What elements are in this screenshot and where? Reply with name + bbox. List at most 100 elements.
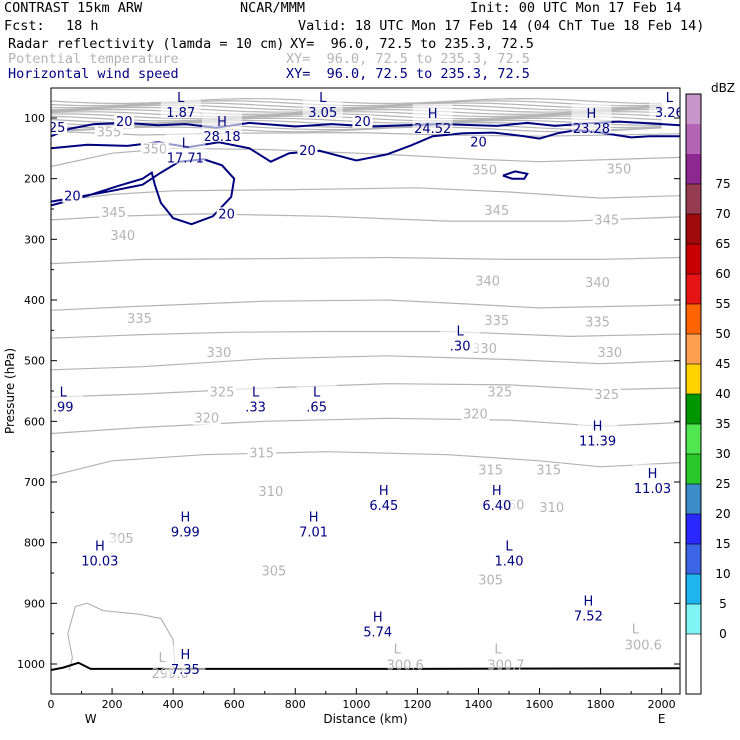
- wind-extremum-value: 3.05: [308, 106, 337, 121]
- wind-extremum-marker: H: [379, 484, 389, 499]
- x-tick-label: 800: [285, 698, 306, 711]
- colorbar-swatch: [686, 214, 701, 244]
- colorbar-swatch: [686, 304, 701, 334]
- theta-contour-upper: [51, 108, 662, 115]
- wind-extremum-value: 7.35: [171, 663, 200, 678]
- wind-label: 20: [299, 144, 316, 159]
- colorbar-label: 30: [715, 447, 730, 461]
- wind-label: 20: [116, 115, 133, 130]
- x-tick-label: 1200: [403, 698, 431, 711]
- theta-label: 330: [597, 346, 622, 361]
- colorbar-swatch: [686, 634, 701, 664]
- colorbar-swatch: [686, 274, 701, 304]
- init-time: Init: 00 UTC Mon 17 Feb 14: [470, 0, 682, 16]
- colorbar-label: 55: [715, 297, 730, 311]
- wind-extremum-marker: H: [309, 510, 319, 525]
- wind-extremum-marker: H: [587, 107, 597, 122]
- wind-contour-20: [51, 158, 236, 226]
- wind-extremum-value: 7.01: [299, 525, 328, 540]
- colorbar-label: 40: [715, 387, 730, 401]
- theta-contour-335: [51, 256, 680, 265]
- forecast-hours: 18 h: [66, 18, 99, 34]
- wind-extremum-value: 3.26: [655, 106, 684, 121]
- theta-contour-upper: [51, 98, 662, 105]
- theta-label: 325: [594, 388, 619, 403]
- theta-label: 350: [472, 164, 497, 179]
- wind-label: 20: [354, 115, 371, 130]
- y-tick-label: 800: [24, 537, 45, 550]
- theta-label: 345: [101, 206, 126, 221]
- theta-extremum-marker: L: [494, 643, 502, 658]
- colorbar-swatch: [686, 334, 701, 364]
- theta-contour-355: [51, 130, 680, 137]
- theta-label: 350: [607, 162, 632, 177]
- theta-label: 340: [475, 275, 500, 290]
- wind-extremum-marker: L: [505, 539, 513, 554]
- colorbar-swatch: [686, 514, 701, 544]
- wind-extremum-marker: H: [180, 510, 190, 525]
- theta-label: 340: [585, 276, 610, 291]
- colorbar: 0 5 10 15 20 25 30 35 40 45 50 55 60 65 70 75 dBZ: [685, 81, 735, 695]
- y-tick-label: 100: [24, 112, 45, 125]
- y-tick-label: 600: [24, 415, 45, 428]
- colorbar-swatch: [686, 154, 701, 184]
- wind-extremum-value: 11.03: [634, 482, 671, 497]
- theta-contour-320: [51, 355, 680, 371]
- theta-label: 345: [484, 204, 509, 219]
- wind-extremum-marker: H: [584, 595, 594, 610]
- theta-label: 320: [463, 407, 488, 422]
- y-tick-label: 300: [24, 233, 45, 246]
- wind-extremum-marker: H: [428, 107, 438, 122]
- x-tick-label: 2000: [648, 698, 676, 711]
- wind-label: 20: [218, 207, 235, 222]
- wind-extremum-marker: L: [177, 91, 185, 106]
- wind-extremum-value: 7.52: [574, 610, 603, 625]
- colorbar-label: 45: [715, 357, 730, 371]
- theta-label: 330: [207, 346, 232, 361]
- theta-contour-345: [51, 187, 680, 203]
- wind-extremum-marker: L: [252, 385, 260, 400]
- wind-extremum-marker: H: [180, 648, 190, 663]
- theta-contour-330: [51, 299, 680, 311]
- theta-contour-upper: [51, 100, 662, 107]
- agency-name: NCAR/MMM: [240, 0, 306, 16]
- x-tick-label: 1000: [342, 698, 370, 711]
- wind-extremum-marker: L: [60, 385, 68, 400]
- colorbar-label: 15: [715, 537, 730, 551]
- theta-label: 310: [539, 501, 564, 516]
- field-wind-xy: XY= 96.0, 72.5 to 235.3, 72.5: [286, 66, 530, 82]
- colorbar-label: 75: [715, 177, 730, 191]
- colorbar-label: 20: [715, 507, 730, 521]
- y-tick-label: 700: [24, 476, 45, 489]
- theta-label: 305: [478, 574, 503, 589]
- wind-extremum-value: .99: [53, 400, 74, 415]
- theta-label: 325: [210, 386, 235, 401]
- theta-contour-upper: [51, 104, 662, 111]
- wind-extremum-value: .33: [245, 400, 266, 415]
- colorbar-swatch: [686, 484, 701, 514]
- colorbar-label: 65: [715, 237, 730, 251]
- colorbar-swatch: [686, 394, 701, 424]
- field-wind-name: Horizontal wind speed: [8, 66, 179, 82]
- x-tick-label: 1400: [464, 698, 492, 711]
- wind-contour-20: [502, 170, 529, 180]
- colorbar-unit: dBZ: [711, 81, 735, 95]
- wind-extremum-value: 9.99: [171, 525, 200, 540]
- colorbar-label: 70: [715, 207, 730, 221]
- wind-extremum-marker: H: [217, 115, 227, 130]
- plot-area: 355 350 350 350 345 345 345 340 340 340 335 335 335 3…: [51, 88, 684, 682]
- theta-label: 355: [97, 125, 122, 140]
- theta-extremum-value: 300.7: [487, 659, 524, 674]
- colorbar-swatch: [686, 124, 701, 154]
- wind-extremum-marker: H: [95, 539, 105, 554]
- wind-extremum-marker: L: [457, 325, 465, 340]
- wind-extremum-marker: L: [313, 385, 321, 400]
- x-tick-label: 400: [163, 698, 184, 711]
- colorbar-swatch: [686, 364, 701, 394]
- wind-extremum-marker: H: [373, 610, 383, 625]
- wind-extremum-value: 11.39: [579, 434, 616, 449]
- colorbar-label: 25: [715, 477, 730, 491]
- theta-contour-upper: [51, 126, 662, 133]
- theta-label: 335: [585, 315, 610, 330]
